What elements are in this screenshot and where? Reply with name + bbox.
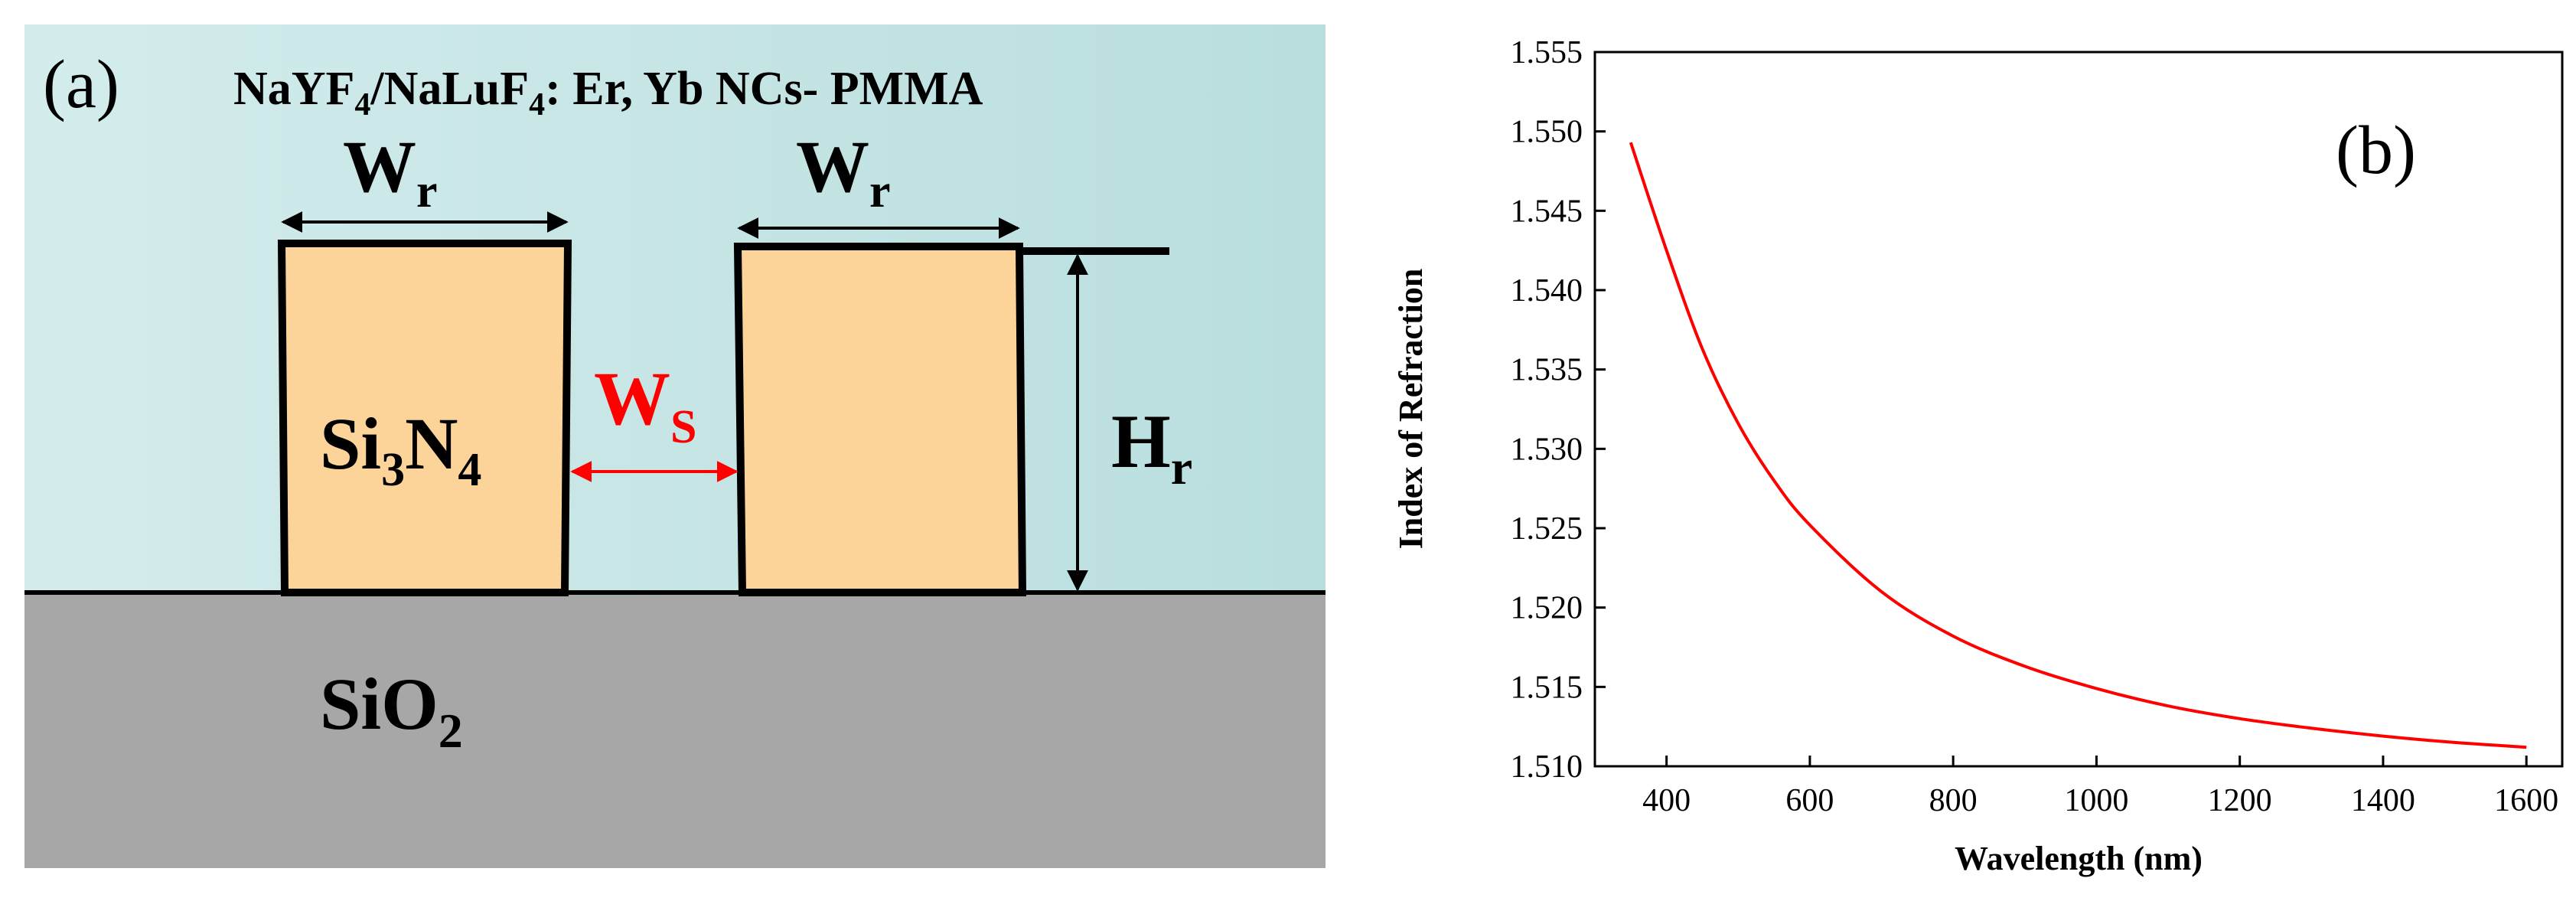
x-tick-label: 600 (1785, 783, 1834, 818)
y-tick-label: 1.520 (1511, 591, 1583, 626)
cladding-region (24, 24, 1325, 593)
x-tick-label: 800 (1929, 783, 1978, 818)
y-axis-label: Index of Refraction (1392, 269, 1430, 550)
y-tick-label: 1.535 (1511, 353, 1583, 388)
y-tick-label: 1.510 (1511, 749, 1583, 785)
panel-a-title: NaYF4/NaLuF4: Er, Yb NCs- PMMA (233, 63, 983, 122)
refractive-index-curve (1629, 142, 2527, 749)
y-tick-label: 1.530 (1511, 432, 1583, 467)
chart-ticks: 400 600 800 1000 1200 1400 1600 1.510 1.515 1.520… (1511, 35, 2559, 818)
x-axis-label: Wavelength (nm) (1955, 840, 2203, 877)
x-tick-label: 1600 (2494, 783, 2558, 818)
plot-area-frame (1593, 51, 2564, 768)
y-tick-label: 1.555 (1511, 35, 1583, 70)
panel-a-schematic: (a) NaYF4/NaLuF4: Er, Yb NCs- PMMA Wr Wr… (24, 24, 1325, 868)
y-tick-label: 1.515 (1511, 670, 1583, 705)
ws-label: WS (594, 356, 696, 453)
wr-left-label: Wr (343, 126, 438, 217)
panel-b-label: (b) (2336, 113, 2416, 188)
substrate-region (24, 593, 1325, 868)
substrate-label: SiO2 (320, 663, 463, 758)
x-tick-label: 400 (1642, 783, 1691, 818)
x-tick-label: 1400 (2351, 783, 2415, 818)
panel-a-label: (a) (43, 47, 119, 122)
y-tick-label: 1.545 (1511, 194, 1583, 229)
x-tick-label: 1200 (2208, 783, 2272, 818)
hr-label: Hr (1111, 399, 1192, 495)
y-tick-label: 1.525 (1511, 511, 1583, 547)
core-left (277, 240, 572, 596)
core-material-label: Si3N4 (320, 403, 481, 496)
y-tick-label: 1.550 (1511, 115, 1583, 150)
y-tick-label: 1.540 (1511, 273, 1583, 308)
panel-b-chart: (b) 400 600 800 1000 1200 1400 1600 1.510 1.515 1… (1392, 35, 2564, 877)
wr-right-label: Wr (796, 126, 891, 217)
core-right (733, 243, 1027, 596)
x-tick-label: 1000 (2064, 783, 2128, 818)
